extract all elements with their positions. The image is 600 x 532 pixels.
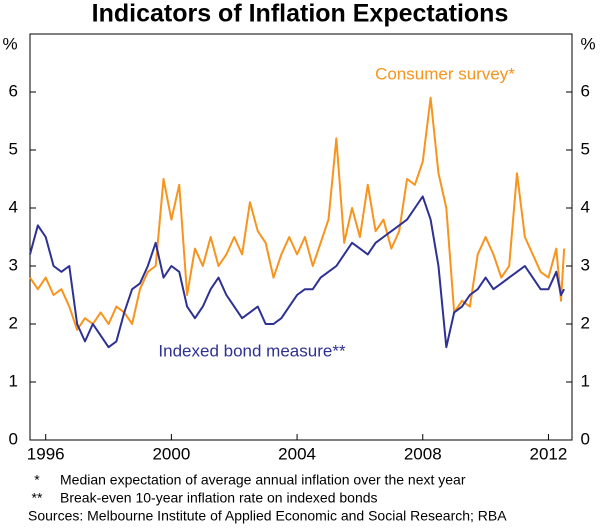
source: Sources: Melbourne Institute of Applied … [28, 508, 507, 524]
note: Break-even 10-year inflation rate on ind… [60, 490, 378, 506]
y-tick-label: 3 [9, 255, 18, 274]
x-tick-label: 2012 [530, 444, 568, 463]
note: Median expectation of average annual inf… [60, 472, 466, 488]
x-tick-label: 1996 [27, 444, 65, 463]
note-marker: ** [32, 490, 43, 506]
y2-tick-label: 5 [581, 139, 590, 158]
y2-axis-unit: % [580, 34, 595, 53]
y-tick-label: 5 [9, 139, 18, 158]
series-label: Consumer survey* [375, 64, 515, 83]
chart-title: Indicators of Inflation Expectations [92, 0, 509, 28]
plot-frame [29, 33, 573, 441]
y-tick-label: 4 [9, 197, 18, 216]
y-tick-label: 6 [9, 81, 18, 100]
y-tick-label: 1 [9, 371, 18, 390]
y-tick-label: 0 [9, 429, 18, 448]
y2-tick-label: 0 [581, 429, 590, 448]
y2-tick-label: 3 [581, 255, 590, 274]
series-label: Indexed bond measure** [158, 341, 346, 360]
x-tick-label: 2004 [278, 444, 316, 463]
y-axis-unit: % [2, 34, 17, 53]
line-series [29, 96, 566, 331]
x-tick-label: 2000 [152, 444, 190, 463]
y2-tick-label: 4 [581, 197, 590, 216]
line-series [29, 195, 566, 349]
y-tick-label: 2 [9, 313, 18, 332]
y2-tick-label: 2 [581, 313, 590, 332]
y2-tick-label: 6 [581, 81, 590, 100]
note-marker: * [34, 472, 40, 488]
x-tick-label: 2008 [404, 444, 442, 463]
y2-tick-label: 1 [581, 371, 590, 390]
